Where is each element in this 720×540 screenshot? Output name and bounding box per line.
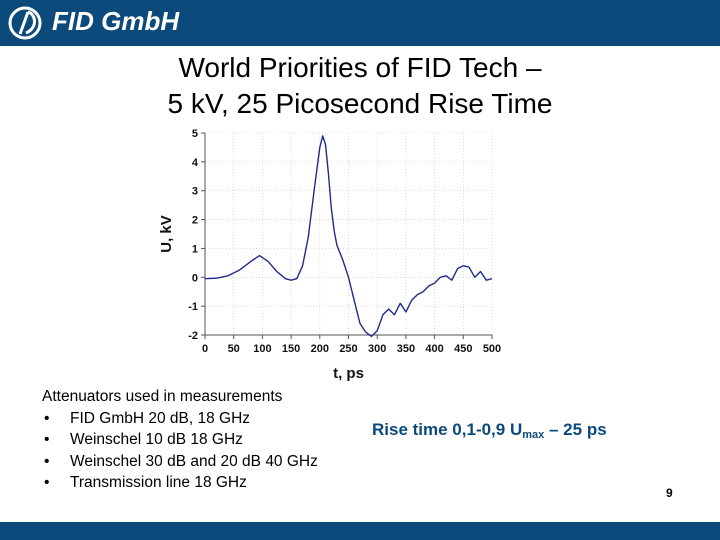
rise-suffix: – 25 ps (544, 420, 607, 439)
notes-item: Transmission line 18 GHz (42, 472, 318, 494)
x-tick-label: 400 (425, 343, 443, 355)
page-number: 9 (666, 486, 673, 500)
fid-logo-icon (8, 6, 42, 40)
x-axis-label: t, ps (333, 365, 364, 382)
y-tick-label: 3 (192, 186, 198, 198)
header-bar: FID GmbH (0, 0, 720, 46)
y-tick-label: 2 (192, 215, 198, 227)
rise-time-chart: 0 50 100 150 200 250 300 350 400 450 500 -2 -1 0 1 2 3 4 5… (150, 128, 520, 388)
rise-subscript: max (522, 429, 545, 441)
footer-bar (0, 522, 720, 540)
x-tick-label: 150 (282, 343, 300, 355)
y-tick-label: 1 (192, 243, 198, 255)
y-tick-label: -1 (188, 301, 198, 313)
title-line-1: World Priorities of FID Tech – (178, 52, 542, 83)
rise-time-statement: Rise time 0,1-0,9 Umax – 25 ps (372, 420, 607, 441)
chart-svg: 0 50 100 150 200 250 300 350 400 450 500 -2 -1 0 1 2 3 4 5… (158, 128, 501, 382)
x-tick-label: 500 (483, 343, 501, 355)
notes-item: Weinschel 10 dB 18 GHz (42, 429, 318, 451)
brand-name: FID GmbH (52, 6, 180, 36)
rise-prefix: Rise time 0,1-0,9 U (372, 420, 523, 439)
x-tick-label: 200 (311, 343, 329, 355)
x-tick-label: 300 (368, 343, 386, 355)
x-tick-label: 100 (253, 343, 271, 355)
y-tick-label: -2 (188, 330, 198, 342)
y-tick-label: 4 (192, 157, 199, 169)
x-tick-label: 450 (454, 343, 472, 355)
attenuator-notes: Attenuators used in measurements FID Gmb… (42, 386, 318, 494)
notes-heading: Attenuators used in measurements (42, 388, 283, 405)
y-axis-label: U, kV (158, 215, 175, 253)
y-tick-label: 5 (192, 128, 198, 140)
x-tick-label: 50 (228, 343, 240, 355)
x-tick-label: 350 (397, 343, 415, 355)
notes-list: FID GmbH 20 dB, 18 GHz Weinschel 10 dB 1… (42, 408, 318, 494)
series-line (204, 135, 493, 338)
x-tick-label: 0 (202, 343, 208, 355)
notes-item: FID GmbH 20 dB, 18 GHz (42, 408, 318, 430)
x-tick-label: 250 (339, 343, 357, 355)
y-tick-label: 0 (192, 272, 198, 284)
notes-item: Weinschel 30 dB and 20 dB 40 GHz (42, 451, 318, 473)
title-line-2: 5 kV, 25 Picosecond Rise Time (167, 88, 553, 119)
slide-title: World Priorities of FID Tech – 5 kV, 25 … (100, 50, 620, 122)
